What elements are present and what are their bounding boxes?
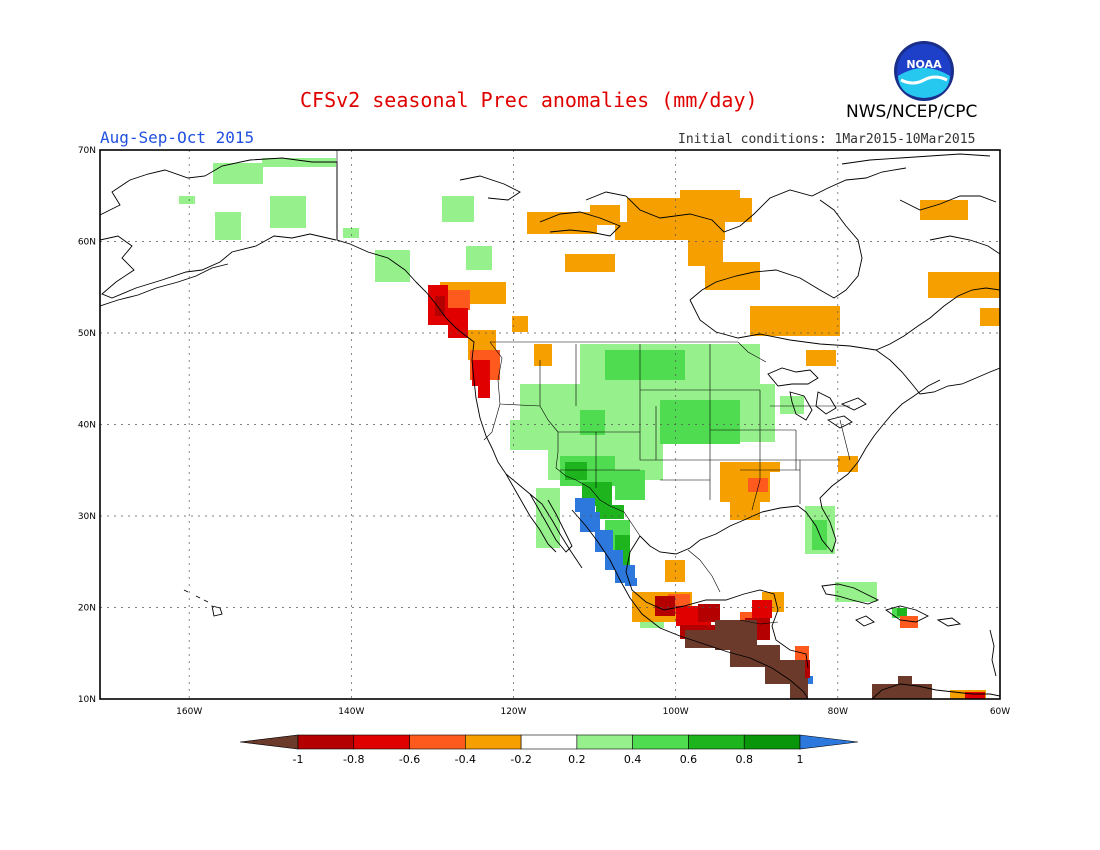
coastlines [100,153,1000,699]
legend-label: 0.2 [568,753,586,766]
legend-label: 0.8 [735,753,753,766]
legend-label: -0.6 [399,753,420,766]
lon-tick-label: 80W [828,707,848,717]
legend-label: -0.4 [455,753,476,766]
lon-tick-label: 140W [338,707,364,717]
legend-swatch [743,734,801,750]
legend-swatch [576,734,633,750]
initial-conditions: Initial conditions: 1Mar2015-10Mar2015 [678,132,976,147]
lat-tick-label: 70N [78,146,96,156]
lat-tick-label: 20N [78,604,96,614]
legend-swatch [465,734,522,750]
legend-swatch [297,734,355,750]
legend-label: 0.6 [680,753,698,766]
lat-tick-label: 50N [78,329,96,339]
lat-tick-label: 10N [78,695,96,705]
legend-arrow-left [239,734,299,750]
latitude-labels: 70N 60N 50N 40N 30N 20N 10N [78,146,96,705]
political-borders [336,150,851,625]
lat-tick-label: 30N [78,512,96,522]
map-title: CFSv2 seasonal Prec anomalies (mm/day) [300,88,758,112]
legend-arrow-right [799,734,859,750]
lat-tick-label: 40N [78,421,96,431]
legend-label: 1 [797,753,804,766]
lon-tick-label: 160W [176,707,202,717]
brown-patches [685,620,932,699]
color-legend: -1 -0.8 -0.6 -0.4 -0.2 0.2 0.4 0.6 0.8 1 [239,734,859,766]
legend-swatch [632,734,689,750]
legend-label: 0.4 [624,753,642,766]
anomaly-layer [179,158,1000,699]
lon-tick-label: 60W [990,707,1010,717]
legend-label: -1 [293,753,304,766]
graticule [100,150,1000,699]
legend-swatch [520,734,578,750]
noaa-logo-icon: NOAA [894,41,954,101]
legend-label: -0.8 [343,753,364,766]
legend-swatch [688,734,745,750]
forecast-period: Aug-Sep-Oct 2015 [100,128,255,147]
lon-tick-label: 100W [663,707,689,717]
lon-tick-label: 120W [500,707,526,717]
legend-swatch [353,734,410,750]
longitude-labels: 160W 140W 120W 100W 80W 60W [176,707,1010,717]
blue-patches [575,498,813,684]
agency-label: NWS/NCEP/CPC [846,102,978,122]
map-frame [99,149,1001,700]
lat-tick-label: 60N [78,238,96,248]
svg-text:NOAA: NOAA [906,58,942,71]
legend-swatch [409,734,466,750]
legend-label: -0.2 [510,753,531,766]
